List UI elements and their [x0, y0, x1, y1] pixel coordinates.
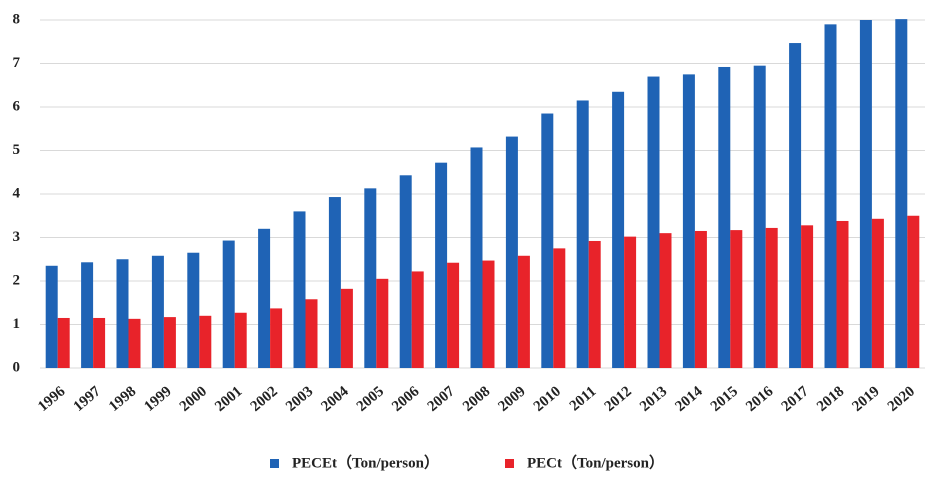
- bar: [81, 262, 94, 368]
- bar: [801, 225, 814, 368]
- y-tick-label: 1: [13, 316, 21, 332]
- x-tick-label: 2015: [708, 383, 741, 415]
- legend-label: PECEt（Ton/person）: [292, 453, 439, 471]
- y-tick-label: 8: [13, 11, 21, 27]
- bar: [258, 228, 271, 368]
- x-tick-label: 2002: [248, 383, 281, 415]
- x-tick-label: 2007: [425, 383, 459, 415]
- bar: [222, 240, 235, 368]
- bar: [163, 317, 176, 368]
- legend-label: PECt（Ton/person）: [527, 453, 664, 471]
- x-tick-label: 1999: [141, 383, 174, 415]
- x-tick-label: 2012: [602, 383, 635, 415]
- x-tick-label: 1996: [35, 383, 69, 415]
- x-tick-label: 2010: [531, 383, 564, 415]
- bar: [151, 255, 164, 368]
- bar: [553, 248, 566, 368]
- x-tick-label: 2005: [354, 383, 387, 415]
- x-tick-label: 2020: [885, 383, 918, 415]
- bar: [824, 24, 837, 368]
- bar: [199, 315, 212, 368]
- bar: [328, 197, 341, 368]
- bar: [57, 317, 70, 368]
- x-tick-label: 1997: [71, 383, 105, 415]
- bar: [588, 240, 601, 368]
- bar: [694, 230, 707, 368]
- bar: [364, 188, 377, 368]
- y-tick-label: 4: [13, 185, 21, 201]
- x-tick-label: 2014: [672, 383, 706, 415]
- x-tick-label: 2013: [637, 383, 670, 415]
- bar: [340, 288, 353, 368]
- bar: [234, 312, 247, 368]
- bar: [541, 113, 554, 369]
- x-tick-label: 2001: [212, 383, 245, 415]
- bar: [753, 65, 766, 369]
- x-tick-label: 2009: [495, 383, 528, 415]
- bar: [859, 20, 872, 368]
- bar: [718, 66, 731, 368]
- bar: [435, 162, 448, 368]
- bar: [187, 252, 200, 368]
- x-tick-label: 1998: [106, 383, 139, 415]
- y-tick-label: 5: [13, 142, 21, 158]
- y-tick-label: 0: [13, 359, 21, 375]
- bar: [116, 259, 129, 368]
- x-tick-label: 2016: [743, 383, 777, 415]
- bar: [576, 100, 589, 368]
- bar: [836, 220, 849, 368]
- y-tick-label: 3: [13, 229, 21, 245]
- bar: [871, 218, 884, 368]
- y-tick-label: 7: [13, 55, 21, 71]
- bar: [411, 271, 424, 368]
- x-tick-label: 2004: [318, 383, 352, 415]
- bar: [399, 175, 412, 368]
- bar: [270, 308, 283, 368]
- bar: [612, 91, 625, 369]
- bar: [447, 262, 460, 368]
- bar: [624, 236, 637, 368]
- x-tick-label: 2008: [460, 383, 493, 415]
- bar: [45, 265, 58, 368]
- bar: [730, 230, 743, 368]
- bar: [907, 215, 920, 368]
- x-tick-label: 2006: [389, 383, 423, 415]
- bar: [376, 278, 389, 368]
- x-tick-label: 2017: [779, 383, 813, 415]
- bar: [482, 260, 495, 368]
- x-tick-label: 2000: [177, 383, 210, 415]
- bar: [293, 211, 306, 368]
- bar: [789, 43, 802, 369]
- x-tick-label: 2018: [814, 383, 847, 415]
- y-tick-label: 6: [13, 98, 21, 114]
- bar: [505, 136, 518, 368]
- bar: [682, 74, 695, 368]
- bar: [305, 299, 318, 368]
- bar: [659, 233, 672, 368]
- legend-swatch: [270, 459, 279, 468]
- bar: [765, 227, 778, 368]
- legend-swatch: [505, 459, 514, 468]
- x-tick-label: 2019: [849, 383, 882, 415]
- bar: [647, 76, 660, 369]
- bar: [93, 317, 106, 368]
- bar: [470, 147, 483, 368]
- bar: [517, 255, 530, 368]
- bar: [895, 19, 908, 368]
- bar: [128, 318, 141, 368]
- x-tick-label: 2011: [567, 383, 600, 414]
- x-tick-label: 2003: [283, 383, 316, 415]
- y-tick-label: 2: [13, 272, 21, 288]
